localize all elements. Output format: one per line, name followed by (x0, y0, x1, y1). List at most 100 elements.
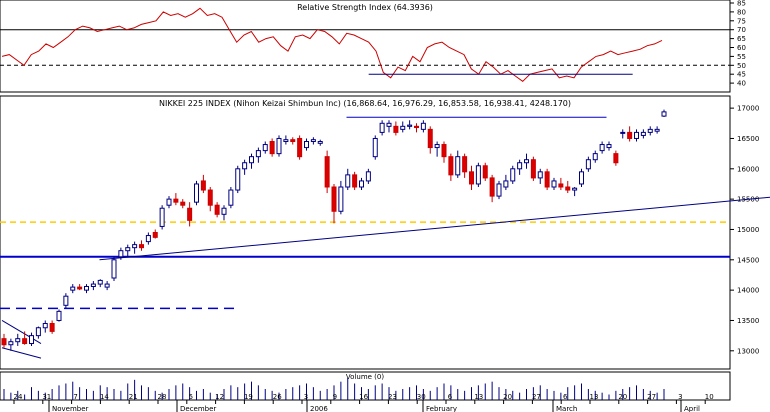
candle (324, 150, 330, 194)
candle (572, 187, 578, 197)
candle (214, 202, 220, 218)
x-day-label: 23 (388, 393, 397, 401)
candle (173, 193, 179, 206)
candle-body (97, 279, 103, 285)
price-trendlines (1, 116, 770, 359)
candle-body (283, 139, 289, 142)
candle (627, 126, 633, 142)
x-day-label: 24 (14, 393, 23, 401)
candle (180, 199, 186, 209)
price-title: NIKKEI 225 INDEX (Nihon Keizai Shimbun I… (159, 99, 571, 108)
candle-body (187, 207, 193, 221)
x-month-label: 2006 (310, 405, 328, 412)
candle (297, 135, 303, 160)
candle-body (640, 131, 646, 136)
candle-body (620, 131, 626, 134)
candle-body (262, 144, 268, 152)
candle-body (503, 180, 509, 188)
candle-body (427, 128, 433, 149)
candle (558, 177, 564, 191)
x-day-label: 6 (563, 393, 568, 401)
candle (510, 165, 516, 184)
candle-body (77, 286, 83, 290)
candle (221, 205, 227, 221)
candle-body (70, 286, 76, 291)
candle (469, 165, 474, 191)
candle (242, 159, 248, 175)
candle-body (407, 124, 413, 127)
candle-body (551, 180, 557, 188)
x-day-label: 30 (417, 393, 426, 401)
candle (352, 171, 358, 191)
candle-body (365, 171, 371, 182)
candle (249, 153, 254, 169)
candle-body (166, 198, 172, 206)
candle (145, 232, 151, 245)
x-day-label: 3 (678, 393, 682, 401)
rsi-panel: Relative Strength Index (64.3936) 858075… (0, 0, 746, 93)
candle-body (489, 177, 495, 197)
candle-body (200, 180, 206, 191)
price-tick-label: 13500 (737, 317, 759, 325)
candle-body (228, 189, 234, 206)
candle-body (537, 171, 543, 179)
candle-body (654, 128, 660, 132)
candle-body (304, 141, 309, 149)
candle (482, 162, 488, 181)
candle-body (386, 122, 392, 127)
candle-body (455, 156, 461, 176)
candle-body (613, 153, 619, 164)
candle-body (585, 159, 591, 170)
candle (90, 281, 96, 291)
x-month-label: November (52, 405, 89, 412)
candle (393, 121, 399, 136)
candle (152, 229, 158, 239)
candle (139, 240, 144, 251)
candle-body (372, 137, 378, 158)
candle (524, 153, 529, 169)
x-month-label: December (180, 405, 216, 412)
x-day-label: 13 (474, 393, 483, 401)
candle-body (448, 156, 454, 176)
candle (359, 177, 364, 191)
candle (579, 168, 584, 187)
candle (565, 180, 571, 194)
candle-body (475, 165, 481, 185)
x-day-label: 27 (647, 393, 656, 401)
candle (475, 162, 481, 187)
candle-body (173, 198, 179, 203)
x-day-label: 31 (42, 393, 51, 401)
rsi-tick-label: 50 (737, 62, 746, 70)
volume-panel: Volume (0) (0, 371, 731, 401)
candle (345, 168, 351, 191)
candle (276, 135, 282, 157)
candle-body (414, 125, 419, 129)
candle (613, 150, 619, 166)
candle-body (132, 244, 138, 249)
candle-body (482, 165, 488, 179)
price-tick-label: 17000 (737, 105, 759, 113)
candle-body (634, 131, 639, 139)
price-tick-label: 16500 (737, 135, 759, 143)
candle-body (647, 128, 653, 133)
candle (503, 174, 509, 191)
candle-body (125, 247, 131, 252)
rsi-title: Relative Strength Index (64.3936) (297, 3, 433, 12)
candle (455, 150, 461, 178)
candle (1, 333, 7, 348)
candle (654, 126, 660, 134)
x-day-label: 5 (189, 393, 193, 401)
candle (661, 109, 667, 118)
candle (290, 137, 296, 145)
candle (8, 338, 14, 351)
price-trendline (99, 196, 770, 261)
candle-body (434, 144, 440, 149)
candle-body (139, 244, 144, 249)
candle (420, 120, 426, 133)
candle-body (469, 171, 474, 185)
candle (310, 137, 316, 145)
candle (29, 332, 34, 346)
candle (400, 121, 406, 133)
candle (125, 244, 131, 257)
